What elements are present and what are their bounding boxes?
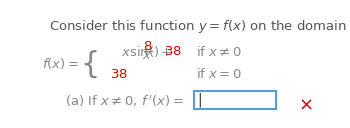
Text: $38$: $38$ [164, 45, 182, 58]
Text: $\times$: $\times$ [298, 95, 313, 113]
Text: $8$: $8$ [143, 40, 152, 53]
Text: (a) If $x\neq 0$, $f\,'(x)=$: (a) If $x\neq 0$, $f\,'(x)=$ [65, 93, 184, 109]
Text: if $x \neq 0$: if $x \neq 0$ [196, 45, 242, 59]
Text: $x$: $x$ [142, 49, 153, 62]
Text: $38$: $38$ [110, 68, 128, 81]
Text: Consider this function $y = f(x)$ on the domain $(-\infty, \infty)$.: Consider this function $y = f(x)$ on the… [49, 18, 350, 35]
FancyBboxPatch shape [194, 91, 276, 109]
Text: $f(x) =$: $f(x) =$ [42, 56, 79, 71]
Text: $x \sin($: $x \sin($ [121, 44, 154, 59]
Text: if $x = 0$: if $x = 0$ [196, 67, 242, 82]
Text: $\{$: $\{$ [80, 49, 97, 81]
Text: |: | [197, 93, 202, 107]
Text: $)+$: $)+$ [153, 44, 173, 59]
